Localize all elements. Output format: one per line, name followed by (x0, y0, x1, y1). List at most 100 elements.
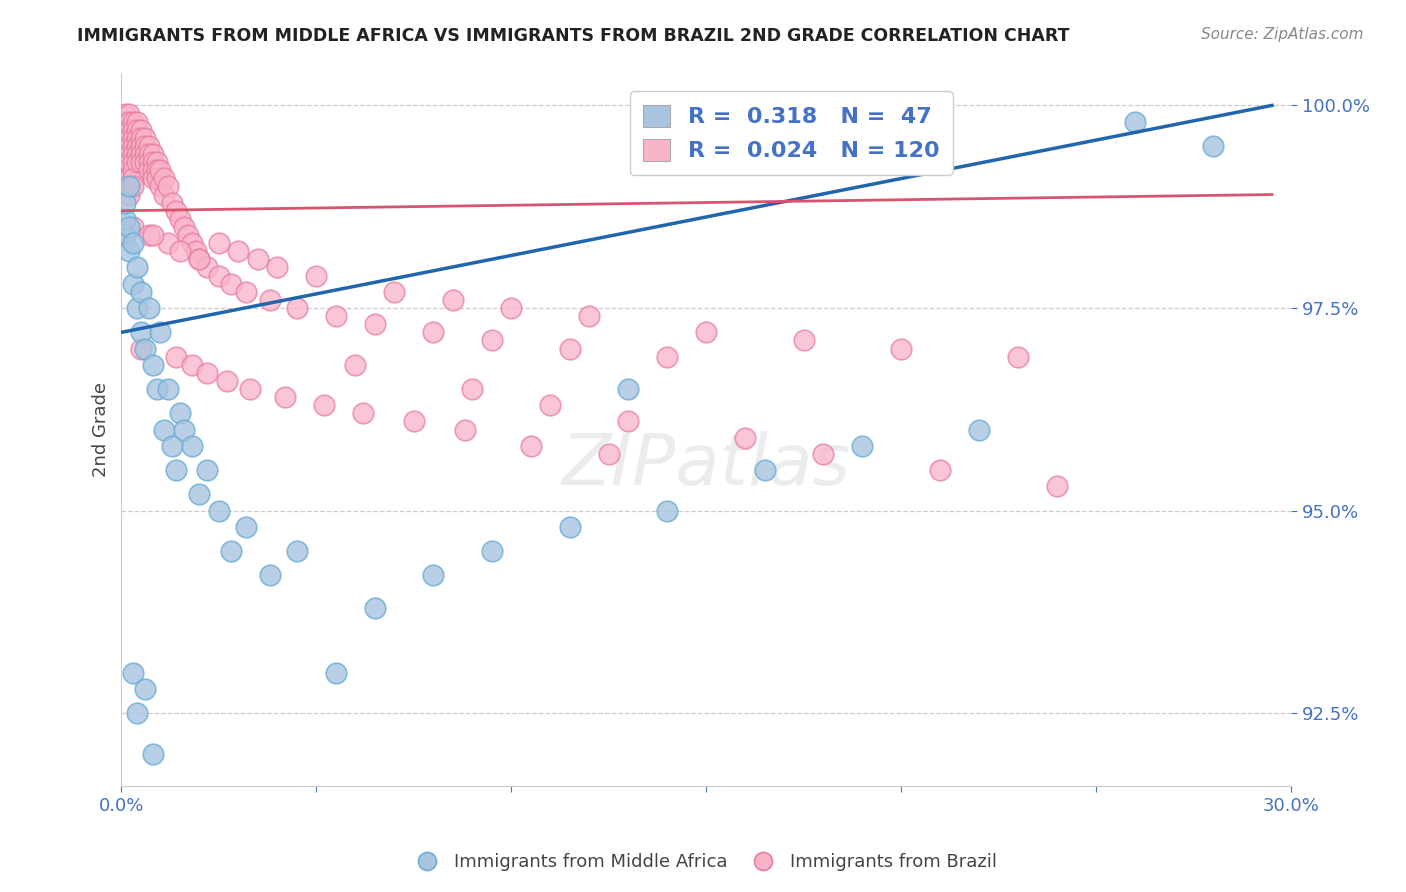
Point (122, 122, 145, 136)
Point (1125, 114, 1147, 128)
Point (239, 382, 262, 396)
Point (481, 334, 503, 348)
Point (314, 398, 336, 412)
Point (617, 414, 640, 428)
Point (180, 439, 202, 453)
Point (208, 268, 231, 283)
Point (125, 301, 148, 315)
Point (259, 293, 281, 307)
Legend: Immigrants from Middle Africa, Immigrants from Brazil: Immigrants from Middle Africa, Immigrant… (401, 847, 1005, 879)
Point (149, 163, 172, 178)
Point (695, 326, 717, 340)
Point (114, 171, 136, 186)
Point (129, 342, 152, 356)
Point (118, 139, 141, 153)
Point (138, 147, 160, 161)
Point (145, 155, 167, 169)
Point (134, 155, 156, 169)
Point (122, 155, 145, 169)
Point (188, 252, 211, 267)
Text: IMMIGRANTS FROM MIDDLE AFRICA VS IMMIGRANTS FROM BRAZIL 2ND GRADE CORRELATION CH: IMMIGRANTS FROM MIDDLE AFRICA VS IMMIGRA… (77, 27, 1070, 45)
Point (325, 665, 347, 680)
Point (235, 520, 257, 534)
Point (228, 244, 250, 259)
Point (157, 382, 180, 396)
Point (138, 155, 160, 169)
Point (364, 600, 387, 615)
Point (157, 179, 180, 194)
Point (125, 122, 148, 136)
Point (325, 309, 347, 323)
Point (305, 268, 328, 283)
Point (344, 358, 367, 372)
Point (138, 228, 160, 243)
Point (1007, 350, 1029, 364)
Point (1202, 139, 1225, 153)
Point (157, 236, 180, 251)
Point (145, 171, 167, 186)
Point (114, 139, 136, 153)
Point (558, 520, 581, 534)
Point (441, 293, 464, 307)
Point (453, 423, 475, 437)
Point (657, 503, 679, 517)
Point (173, 219, 195, 234)
Point (266, 260, 288, 275)
Point (215, 374, 238, 388)
Point (540, 398, 562, 412)
Point (929, 463, 952, 477)
Point (259, 568, 281, 582)
Legend: R =  0.318   N =  47, R =  0.024   N = 120: R = 0.318 N = 47, R = 0.024 N = 120 (630, 91, 953, 175)
Point (118, 122, 141, 136)
Point (142, 171, 165, 186)
Point (501, 301, 523, 315)
Point (129, 326, 152, 340)
Point (114, 130, 136, 145)
Point (195, 366, 218, 380)
Point (122, 171, 145, 186)
Point (422, 568, 444, 582)
Point (520, 439, 543, 453)
Point (122, 147, 145, 161)
Point (125, 260, 148, 275)
Point (153, 423, 176, 437)
Point (118, 219, 141, 234)
Point (188, 252, 211, 267)
Point (246, 252, 269, 267)
Point (195, 463, 218, 477)
Point (122, 139, 145, 153)
Point (138, 163, 160, 178)
Point (122, 114, 145, 128)
Point (122, 163, 145, 178)
Point (153, 171, 176, 186)
Point (118, 179, 141, 194)
Point (122, 219, 145, 234)
Point (118, 187, 141, 202)
Point (142, 155, 165, 169)
Point (422, 326, 444, 340)
Point (118, 106, 141, 120)
Point (114, 179, 136, 194)
Point (129, 285, 152, 299)
Point (114, 155, 136, 169)
Point (754, 463, 776, 477)
Point (285, 301, 308, 315)
Point (165, 203, 187, 218)
Point (118, 244, 141, 259)
Point (208, 236, 231, 251)
Point (125, 706, 148, 721)
Point (890, 342, 912, 356)
Point (125, 114, 148, 128)
Point (134, 130, 156, 145)
Point (118, 179, 141, 194)
Point (219, 544, 242, 558)
Point (134, 342, 156, 356)
Point (122, 130, 145, 145)
Point (125, 147, 148, 161)
Point (208, 503, 231, 517)
Point (165, 463, 187, 477)
Point (235, 285, 257, 299)
Point (169, 211, 191, 226)
Point (169, 244, 191, 259)
Point (134, 139, 156, 153)
